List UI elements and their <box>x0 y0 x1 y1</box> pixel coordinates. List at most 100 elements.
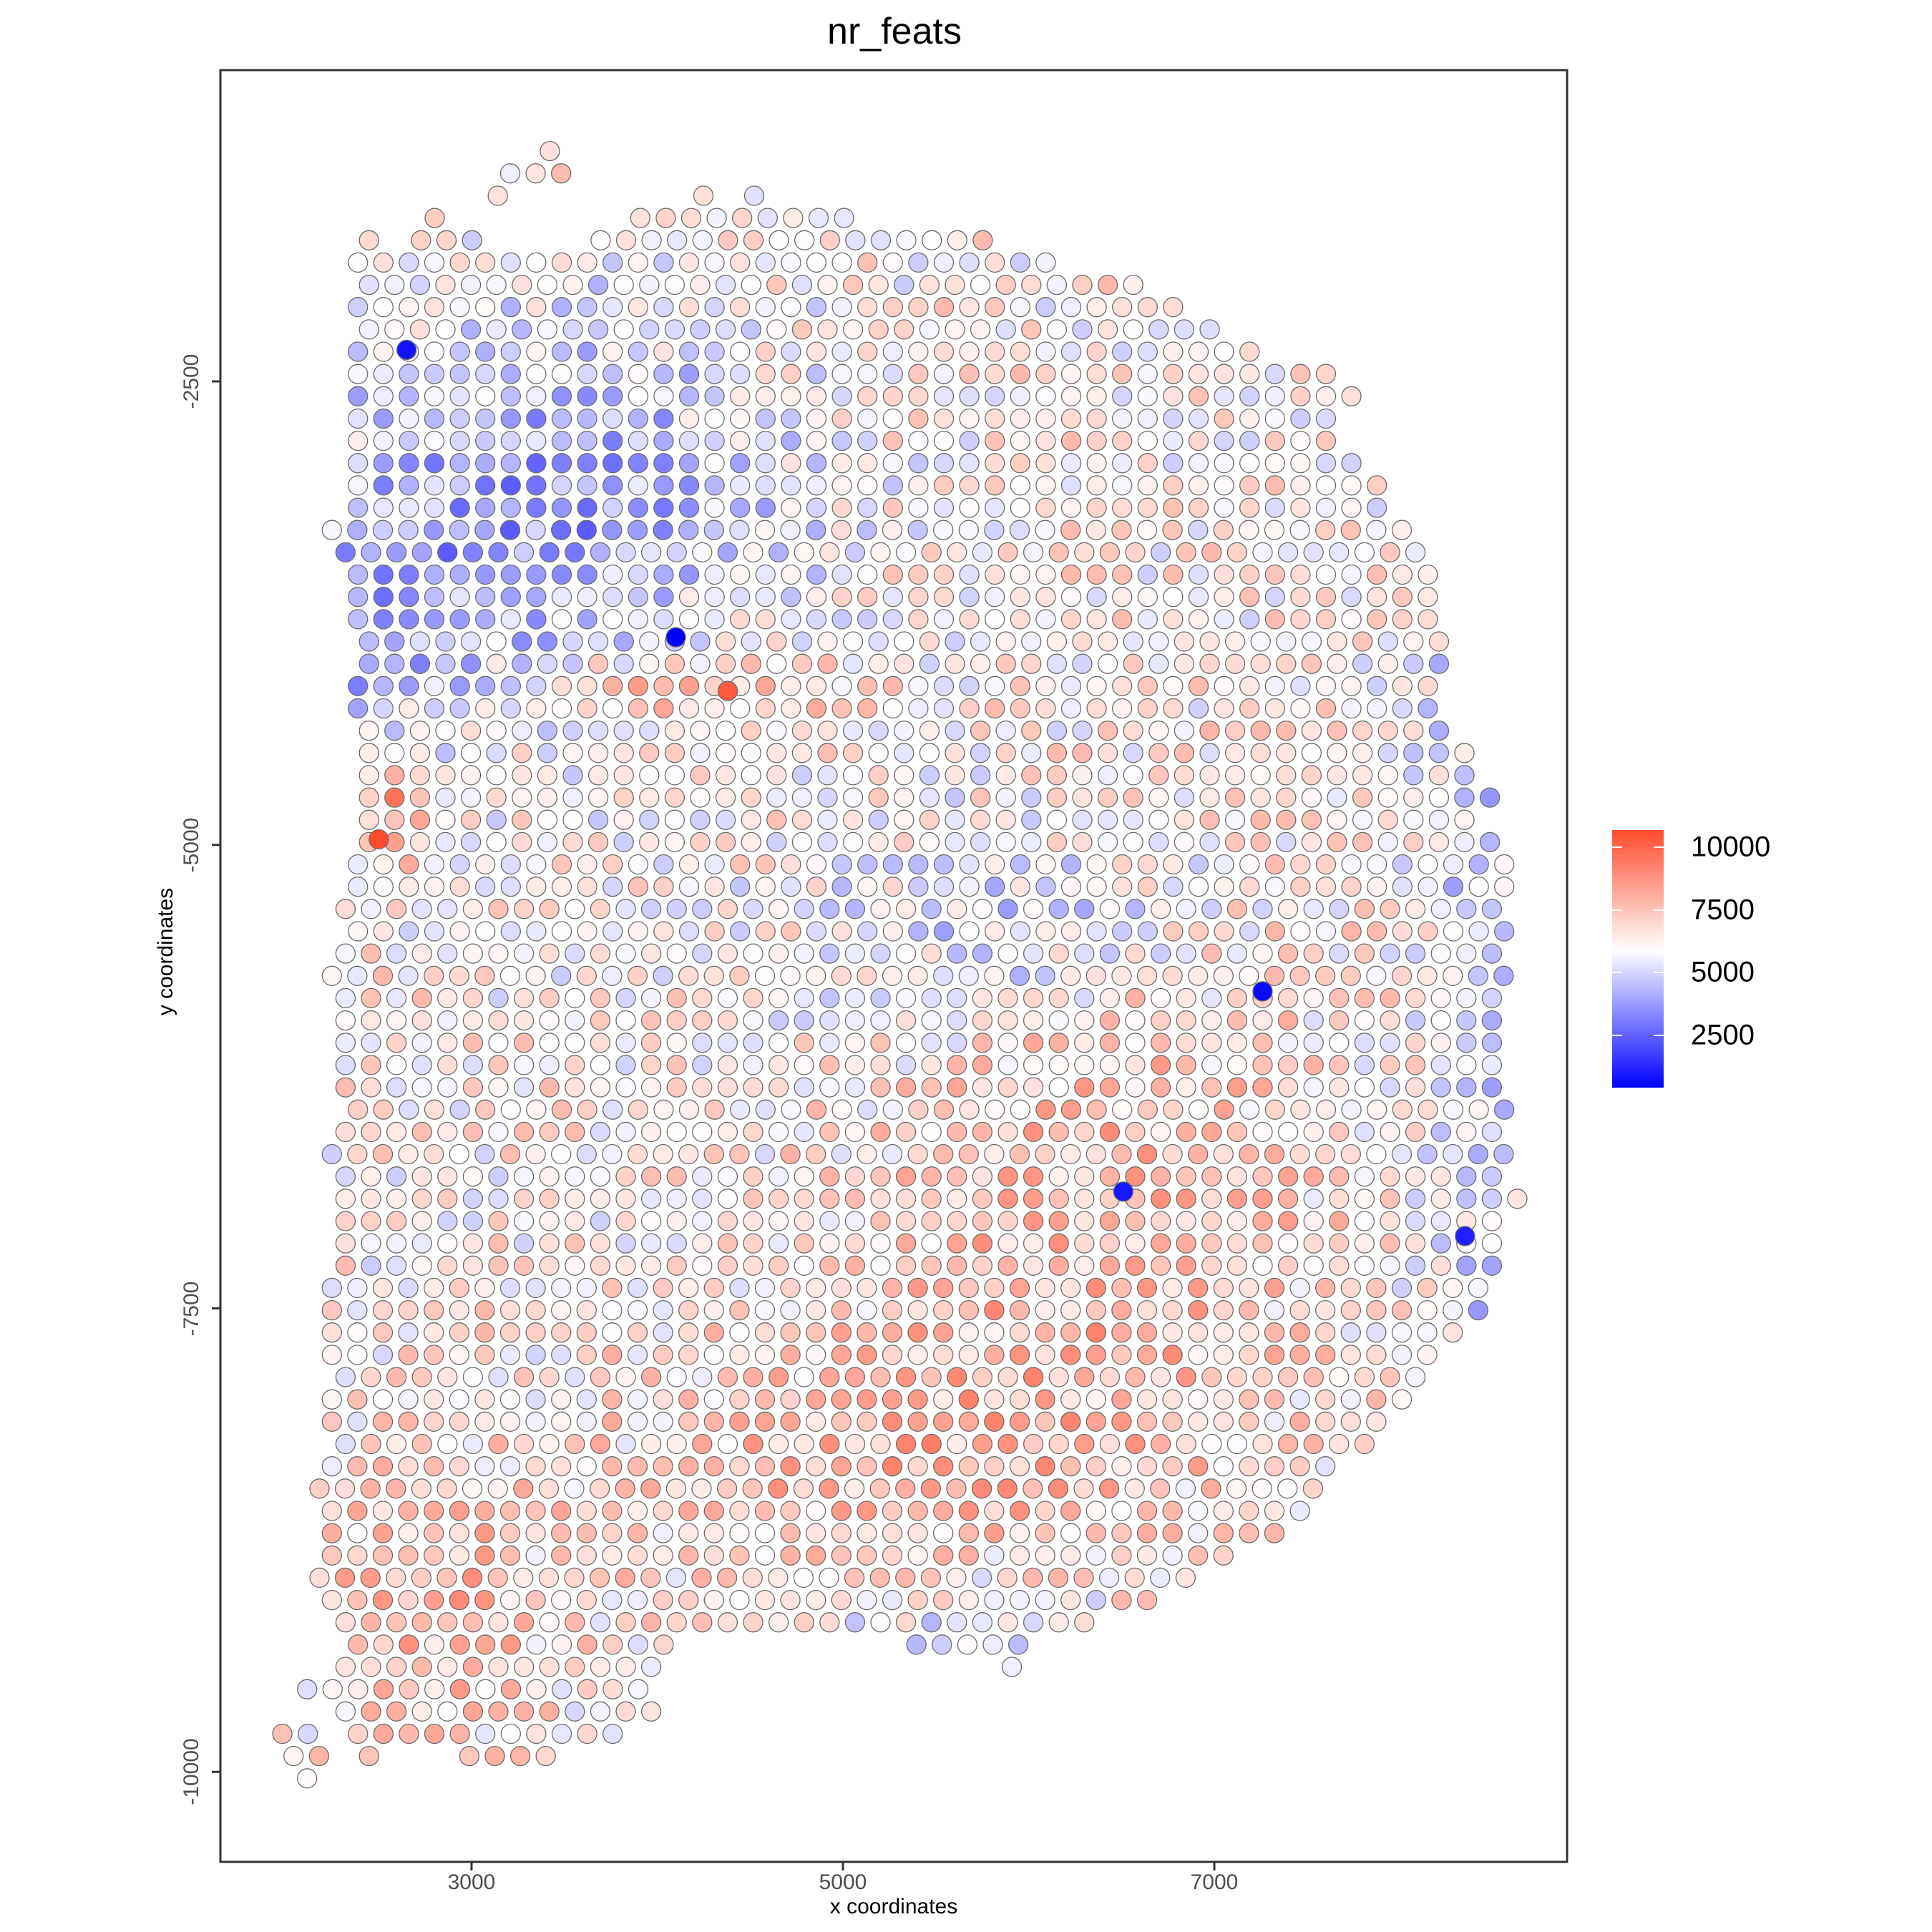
spot <box>743 1033 763 1053</box>
spot <box>1060 1277 1081 1299</box>
spot <box>1430 1166 1451 1187</box>
spot <box>692 987 713 1009</box>
spot <box>717 1433 738 1455</box>
spot <box>1112 364 1133 384</box>
spot <box>908 364 929 384</box>
spot <box>1099 1233 1121 1254</box>
spot <box>1150 899 1171 919</box>
spot <box>692 1121 713 1143</box>
spot <box>1201 1010 1222 1031</box>
spot <box>806 252 827 273</box>
spot <box>831 854 852 875</box>
spot <box>743 1166 763 1187</box>
spot <box>717 987 738 1009</box>
spot <box>1481 1233 1503 1254</box>
spot <box>373 252 394 273</box>
spot <box>424 1143 444 1165</box>
spot <box>525 519 546 540</box>
spot <box>411 1211 432 1231</box>
spot <box>1213 1345 1234 1365</box>
spot <box>1226 1033 1248 1053</box>
spot <box>1009 1589 1030 1611</box>
spot <box>639 274 660 296</box>
spot <box>424 1634 445 1655</box>
spot <box>882 252 903 273</box>
spot <box>1176 1166 1196 1187</box>
spot <box>1327 809 1347 830</box>
spot <box>321 519 342 540</box>
spot <box>1201 899 1222 919</box>
spot <box>1214 386 1234 406</box>
spot <box>1188 587 1209 608</box>
spot <box>1099 1433 1121 1455</box>
spot <box>1329 1189 1350 1209</box>
spot <box>411 899 432 919</box>
spot <box>628 587 648 608</box>
spot <box>565 1612 585 1633</box>
spot <box>372 1389 394 1410</box>
spot <box>1341 921 1362 942</box>
spot <box>411 943 432 964</box>
spot <box>794 1077 814 1098</box>
spot <box>1481 1077 1503 1098</box>
spot <box>551 854 572 875</box>
spot <box>640 1010 662 1031</box>
spot <box>768 1166 789 1187</box>
spot <box>449 1411 469 1432</box>
spot <box>500 386 521 406</box>
spot <box>1163 587 1184 608</box>
spot <box>666 899 687 919</box>
spot <box>895 943 917 964</box>
spot <box>768 1033 789 1053</box>
spot <box>819 1211 840 1231</box>
spot <box>1327 631 1347 652</box>
spot <box>997 1255 1018 1276</box>
spot <box>857 453 878 474</box>
spot <box>1481 1189 1503 1209</box>
spot <box>1341 564 1362 585</box>
spot <box>1468 854 1489 875</box>
spot <box>1430 1255 1451 1276</box>
spot <box>1391 1345 1413 1365</box>
spot <box>512 653 532 674</box>
spot <box>1097 831 1118 853</box>
spot <box>513 1121 535 1143</box>
spot <box>842 809 864 830</box>
spot <box>1048 1121 1069 1143</box>
spot <box>488 1701 509 1722</box>
spot <box>666 542 687 563</box>
spot <box>1252 542 1273 563</box>
spot <box>1428 809 1450 830</box>
spot <box>1264 1411 1285 1432</box>
spot <box>576 1322 597 1343</box>
spot <box>449 1634 470 1655</box>
spot <box>424 1679 445 1699</box>
spot <box>781 675 801 696</box>
spot <box>819 899 840 919</box>
spot <box>512 274 532 296</box>
spot <box>488 1612 509 1633</box>
spot <box>1035 609 1056 630</box>
spot <box>1354 1433 1375 1455</box>
spot <box>348 386 369 406</box>
spot <box>743 1433 763 1455</box>
spot <box>806 408 827 429</box>
spot <box>577 408 597 429</box>
spot <box>958 1545 979 1566</box>
spot <box>409 831 431 853</box>
spot <box>729 1389 750 1410</box>
spot <box>449 408 470 429</box>
spot <box>908 475 929 496</box>
spot <box>1301 631 1322 652</box>
spot <box>766 809 787 830</box>
spot <box>882 1523 903 1543</box>
spot <box>1199 653 1220 674</box>
spot <box>882 965 903 986</box>
spot <box>781 564 801 585</box>
spot <box>1239 453 1260 474</box>
spot <box>755 921 776 942</box>
spot <box>437 1255 458 1276</box>
spot <box>602 1411 623 1432</box>
spot <box>1163 921 1184 942</box>
spot <box>449 1299 469 1321</box>
